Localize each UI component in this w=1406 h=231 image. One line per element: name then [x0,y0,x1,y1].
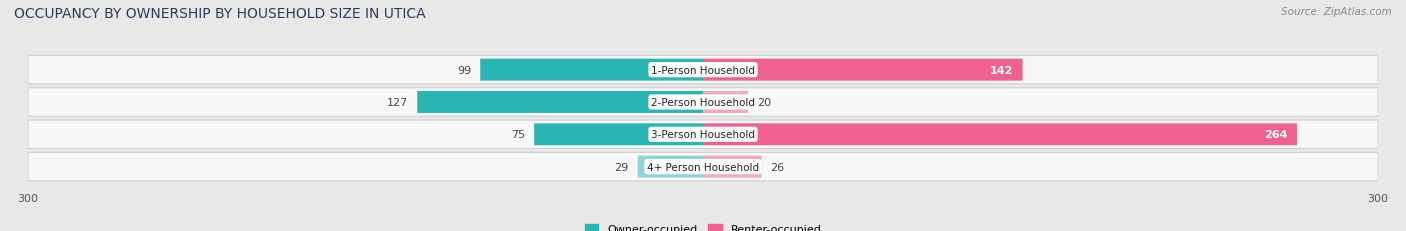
Text: Source: ZipAtlas.com: Source: ZipAtlas.com [1281,7,1392,17]
Text: 127: 127 [387,97,408,107]
Text: 264: 264 [1264,130,1288,140]
FancyBboxPatch shape [638,156,703,178]
Text: 20: 20 [756,97,770,107]
Legend: Owner-occupied, Renter-occupied: Owner-occupied, Renter-occupied [585,224,821,231]
Text: 29: 29 [614,162,628,172]
Text: 1-Person Household: 1-Person Household [651,65,755,75]
FancyBboxPatch shape [703,124,1296,146]
FancyBboxPatch shape [481,59,703,81]
FancyBboxPatch shape [534,124,703,146]
Text: 2-Person Household: 2-Person Household [651,97,755,107]
Text: 4+ Person Household: 4+ Person Household [647,162,759,172]
Text: 142: 142 [990,65,1014,75]
FancyBboxPatch shape [418,91,703,113]
Text: 99: 99 [457,65,471,75]
Text: 26: 26 [770,162,785,172]
FancyBboxPatch shape [28,153,1378,181]
Text: 3-Person Household: 3-Person Household [651,130,755,140]
FancyBboxPatch shape [28,56,1378,85]
FancyBboxPatch shape [28,121,1378,149]
FancyBboxPatch shape [703,59,1022,81]
FancyBboxPatch shape [28,88,1378,117]
Text: 75: 75 [512,130,526,140]
Text: OCCUPANCY BY OWNERSHIP BY HOUSEHOLD SIZE IN UTICA: OCCUPANCY BY OWNERSHIP BY HOUSEHOLD SIZE… [14,7,426,21]
FancyBboxPatch shape [703,91,748,113]
FancyBboxPatch shape [703,156,762,178]
